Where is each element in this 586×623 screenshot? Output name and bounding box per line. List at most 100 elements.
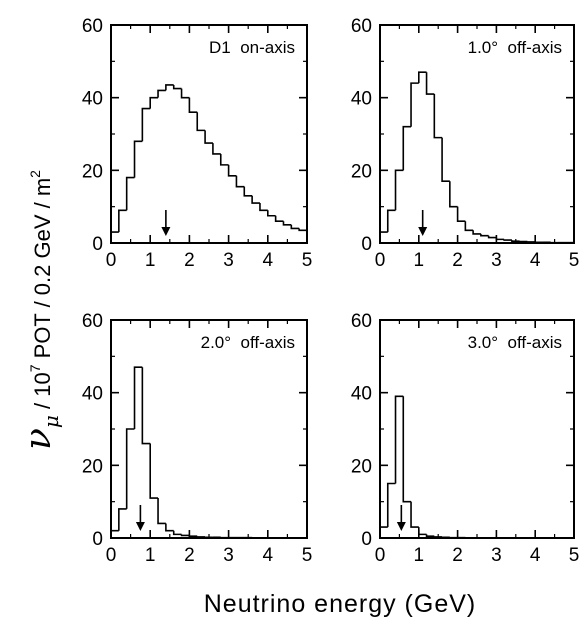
y-tick-label: 60 xyxy=(82,311,103,332)
x-tick-label: 3 xyxy=(223,250,234,271)
mean-energy-arrow xyxy=(396,505,406,531)
histogram-bin xyxy=(480,233,489,237)
histogram-bin xyxy=(464,221,474,232)
histogram-bin xyxy=(243,186,253,197)
panel-title: 1.0° off-axis xyxy=(468,38,562,57)
panel-title: 2.0° off-axis xyxy=(201,333,295,352)
panel-4: 0 1 2 3 4 5 0 20 40 60 3.0° off-axis xyxy=(351,311,579,566)
histogram-bin xyxy=(172,84,182,90)
x-tick-label: 1 xyxy=(414,545,425,566)
histogram-bin xyxy=(227,164,237,177)
panel-title: 3.0° off-axis xyxy=(468,333,562,352)
histogram-bin xyxy=(196,112,206,132)
panel-2: 0 1 2 3 4 5 0 20 40 60 1.0° off-axis xyxy=(351,16,579,271)
histogram-bin xyxy=(204,130,213,144)
arrow-head xyxy=(418,227,428,236)
x-tick-label: 4 xyxy=(263,250,274,271)
x-tick-label: 0 xyxy=(106,250,117,271)
histogram-bin xyxy=(410,501,419,528)
x-tick-label: 2 xyxy=(184,545,195,566)
y-tick-label: 0 xyxy=(92,529,103,550)
histogram-bin xyxy=(110,231,119,243)
y-tick-label: 0 xyxy=(92,234,103,255)
x-tick-label: 0 xyxy=(375,250,386,271)
plot-frame xyxy=(110,24,308,244)
y-tick-label: 20 xyxy=(351,456,372,477)
x-tick-label: 5 xyxy=(569,545,580,566)
histogram-series xyxy=(110,366,307,539)
histogram-bin xyxy=(456,206,466,222)
x-tick-label: 3 xyxy=(491,545,502,566)
histogram-bin xyxy=(449,181,458,208)
arrow-head xyxy=(396,522,406,531)
y-tick-label: 0 xyxy=(361,234,372,255)
histogram-bin xyxy=(157,89,166,98)
y-axis-title-symbol: ν xyxy=(18,428,59,450)
mean-energy-arrow xyxy=(161,210,171,236)
histogram-bin xyxy=(180,88,190,99)
y-tick-label: 40 xyxy=(82,384,103,405)
histogram-bin xyxy=(125,176,135,211)
histogram-bin xyxy=(165,84,174,91)
histogram-bin xyxy=(425,72,435,95)
histogram-bin xyxy=(386,482,396,528)
histogram-bin xyxy=(282,221,292,226)
histogram-bin xyxy=(141,367,151,445)
x-tick-label: 3 xyxy=(491,250,502,271)
x-tick-label: 2 xyxy=(452,250,463,271)
histogram-bin xyxy=(298,228,307,232)
x-tick-label: 4 xyxy=(530,545,541,566)
histogram-bin xyxy=(196,536,206,538)
x-tick-label: 0 xyxy=(375,545,386,566)
y-tick-label: 20 xyxy=(82,456,103,477)
y-tick-label: 60 xyxy=(351,311,372,332)
histogram-bin xyxy=(386,209,396,233)
histogram-bin xyxy=(267,210,276,217)
histogram-bin xyxy=(157,498,166,525)
histogram-bin xyxy=(511,240,520,242)
histogram-bin xyxy=(165,523,174,532)
histogram-bin xyxy=(379,526,388,538)
y-axis-title-power: 7 xyxy=(27,364,43,372)
histogram-bin xyxy=(394,169,404,211)
panel-3: 0 1 2 3 4 5 0 20 40 60 2.0° off-axis xyxy=(82,311,312,566)
x-tick-label: 0 xyxy=(106,545,117,566)
histogram-bin xyxy=(149,443,159,499)
histogram-bin xyxy=(141,107,151,142)
histogram-bin xyxy=(418,71,427,84)
x-tick-label: 4 xyxy=(263,545,274,566)
histogram-bin xyxy=(503,239,512,241)
histogram-bin xyxy=(418,527,427,536)
histogram-series xyxy=(379,71,574,244)
histogram-bin xyxy=(172,530,182,536)
x-tick-label: 4 xyxy=(530,250,541,271)
histogram-bin xyxy=(410,82,419,127)
histogram-bin xyxy=(118,209,127,233)
x-tick-label: 1 xyxy=(145,250,156,271)
histogram-bin xyxy=(495,237,505,241)
histogram-bin xyxy=(219,153,229,166)
mean-energy-arrow xyxy=(418,210,428,236)
histogram-bin xyxy=(290,224,300,230)
x-tick-label: 2 xyxy=(184,250,195,271)
histogram-bin xyxy=(180,534,190,537)
histogram-bin xyxy=(133,140,143,178)
plot-frame xyxy=(379,24,575,244)
histogram-series xyxy=(110,84,307,243)
histogram-bin xyxy=(251,195,260,204)
histogram-bin xyxy=(259,203,268,212)
y-tick-label: 60 xyxy=(82,16,103,37)
histogram-bin xyxy=(441,137,450,183)
histogram-bin xyxy=(149,96,159,109)
y-axis-title: νμ / 107 POT / 0.2 GeV / m2 xyxy=(18,170,63,450)
y-tick-label: 40 xyxy=(82,89,103,110)
arrow-head xyxy=(161,227,171,236)
x-tick-label: 2 xyxy=(452,545,463,566)
histogram-bin xyxy=(188,97,198,113)
y-tick-label: 40 xyxy=(351,89,372,110)
histogram-bin xyxy=(487,235,497,239)
y-axis-title-text-a: / 10 xyxy=(30,372,55,415)
histogram-bin xyxy=(425,534,435,537)
y-tick-label: 60 xyxy=(351,16,372,37)
